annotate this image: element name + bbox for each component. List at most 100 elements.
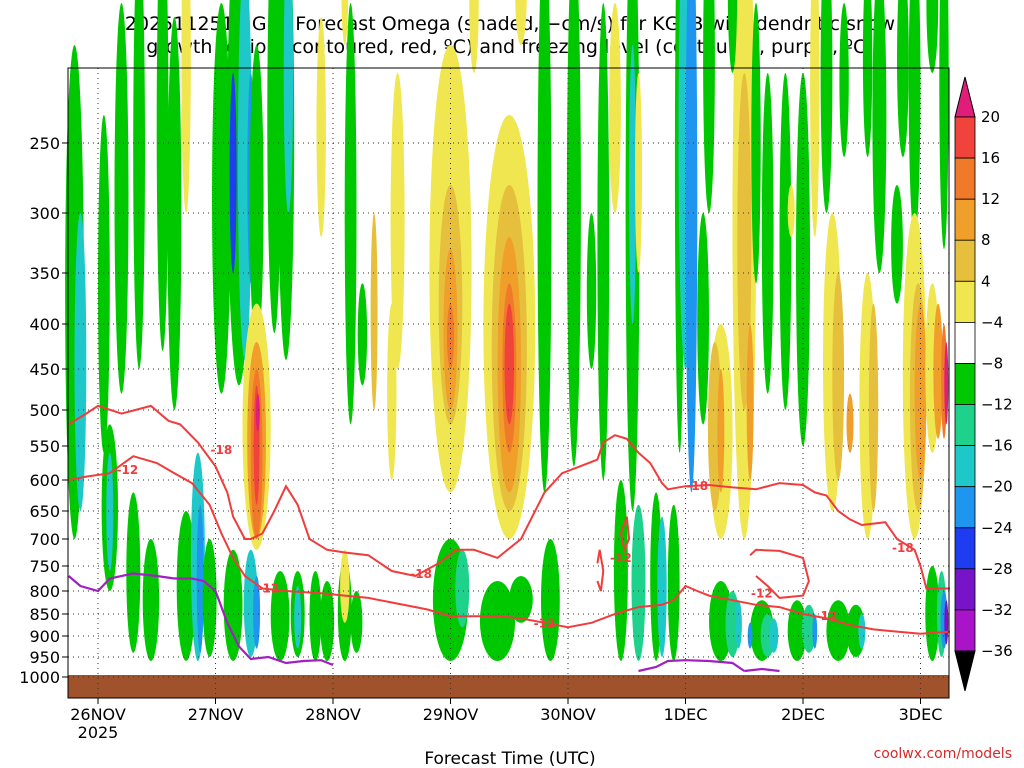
omega-cell — [106, 452, 114, 571]
x-tick-label: 30NOV — [540, 705, 596, 724]
omega-cell — [727, 0, 738, 73]
x-tick-label: 27NOV — [188, 705, 244, 724]
freezing-contour — [744, 667, 780, 673]
colorbar-label: 12 — [981, 190, 1000, 208]
x-tick-label: 26NOV — [70, 705, 126, 724]
omega-cell — [469, 0, 479, 73]
dendritic-contour-small — [619, 516, 631, 554]
omega-cell — [181, 0, 191, 213]
y-tick-label: 700 — [29, 530, 60, 549]
omega-cell — [316, 17, 326, 237]
colorbar-swatch — [954, 157, 976, 200]
omega-cell — [294, 586, 302, 649]
omega-cell — [926, 0, 939, 73]
omega-cell — [98, 115, 110, 453]
y-tick-label: 650 — [29, 502, 60, 521]
omega-cell — [737, 73, 752, 410]
plot-area: -12 -18 -12 -18 -12 -12 -18 -12 -12 -18 250 300 350… — [19, 0, 950, 742]
plot-frame — [67, 67, 950, 699]
chart-title-line-1: 2025112518 GFS Forecast Omega (shaded, −… — [125, 13, 895, 35]
y-tick-label: 400 — [29, 315, 60, 334]
omega-cell — [74, 213, 87, 511]
omega-shading — [65, 0, 949, 662]
omega-cell — [283, 0, 294, 213]
freezing-contour — [638, 659, 745, 673]
x-tick-label: 28NOV — [305, 705, 361, 724]
colorbar-label: −4 — [981, 313, 1003, 331]
colorbar-label: −16 — [981, 437, 1013, 455]
omega-cell — [133, 0, 145, 369]
colorbar-label: −28 — [981, 560, 1013, 578]
y-tick-label: 850 — [29, 605, 60, 624]
colorbar-top-arrow — [954, 76, 976, 118]
omega-cell — [566, 0, 581, 467]
colorbar-swatch — [954, 321, 976, 364]
omega-cell — [747, 622, 753, 649]
colorbar-label: 16 — [981, 149, 1000, 167]
y-tick-label: 950 — [29, 648, 60, 667]
contour-lines: -12 -18 -12 -18 -12 -12 -18 -12 -12 -18 — [67, 404, 950, 673]
omega-cell — [156, 0, 169, 351]
omega-cell — [631, 504, 646, 661]
y-tick-label: 600 — [29, 471, 60, 490]
y-tick-label: 900 — [29, 627, 60, 646]
contour-label: -12 — [610, 551, 632, 565]
omega-cell — [270, 571, 290, 661]
y-tick-label: 350 — [29, 264, 60, 283]
omega-cell — [779, 73, 792, 410]
y-axis-ticks: 250 300 350 400 450 500 550 600 650 700 750 800 850 9… — [19, 134, 68, 687]
omega-cell — [509, 576, 533, 623]
x-tick-year-label: 2025 — [78, 723, 119, 742]
y-tick-label: 250 — [29, 134, 60, 153]
y-tick-label: 1000 — [19, 668, 60, 687]
omega-cell — [479, 581, 516, 661]
omega-cell — [657, 516, 667, 657]
omega-cell — [320, 581, 335, 661]
omega-cell — [344, 3, 357, 425]
omega-cell — [914, 303, 927, 480]
omega-cell — [253, 576, 261, 649]
colorbar-label: −36 — [981, 642, 1013, 660]
omega-cell — [196, 504, 204, 653]
omega-cell — [447, 303, 454, 369]
omega-cell — [761, 73, 774, 394]
omega-cell — [667, 504, 680, 661]
omega-cell — [717, 369, 725, 493]
omega-cell — [223, 549, 243, 662]
omega-cell — [176, 511, 196, 661]
omega-cell — [537, 0, 552, 493]
colorbar-label: −20 — [981, 478, 1013, 496]
grid-lines — [68, 68, 949, 698]
colorbar-label: 8 — [981, 231, 991, 249]
omega-cell — [309, 571, 322, 661]
y-tick-label: 450 — [29, 360, 60, 379]
omega-cell — [891, 185, 903, 304]
contour-label: -12 — [816, 609, 838, 623]
omega-cell — [868, 303, 879, 511]
colorbar-label: 4 — [981, 272, 991, 290]
y-tick-label: 800 — [29, 582, 60, 601]
omega-cell — [212, 3, 231, 394]
contour-label: -12 — [258, 582, 280, 596]
omega-cell — [746, 324, 754, 480]
x-axis-ticks: 26NOV 27NOV 28NOV 29NOV 30NOV 1DEC 2DEC 3DEC 202… — [70, 698, 942, 742]
x-tick-label: 3DEC — [899, 705, 943, 724]
omega-cell — [340, 549, 350, 623]
omega-cell — [370, 213, 378, 410]
omega-cell — [541, 539, 560, 661]
colorbar-swatch — [954, 363, 976, 405]
omega-cell — [255, 393, 260, 432]
omega-cell — [202, 539, 217, 657]
contour-label: -18 — [892, 541, 914, 555]
contour-label: -18 — [410, 567, 432, 581]
omega-cell — [734, 600, 742, 649]
y-tick-label: 750 — [29, 557, 60, 576]
omega-cell — [613, 480, 628, 661]
colorbar-swatch — [954, 239, 976, 282]
x-tick-label: 2DEC — [781, 705, 825, 724]
credit-link[interactable]: coolwx.com/models — [874, 746, 1012, 762]
omega-cell — [609, 3, 621, 213]
omega-cell — [787, 600, 807, 661]
colorbar-swatch — [954, 280, 976, 323]
colorbar: 20 16 12 8 4 −4 −8 −12 −16 −20 −24 −28 −32 −36 — [954, 76, 1013, 692]
